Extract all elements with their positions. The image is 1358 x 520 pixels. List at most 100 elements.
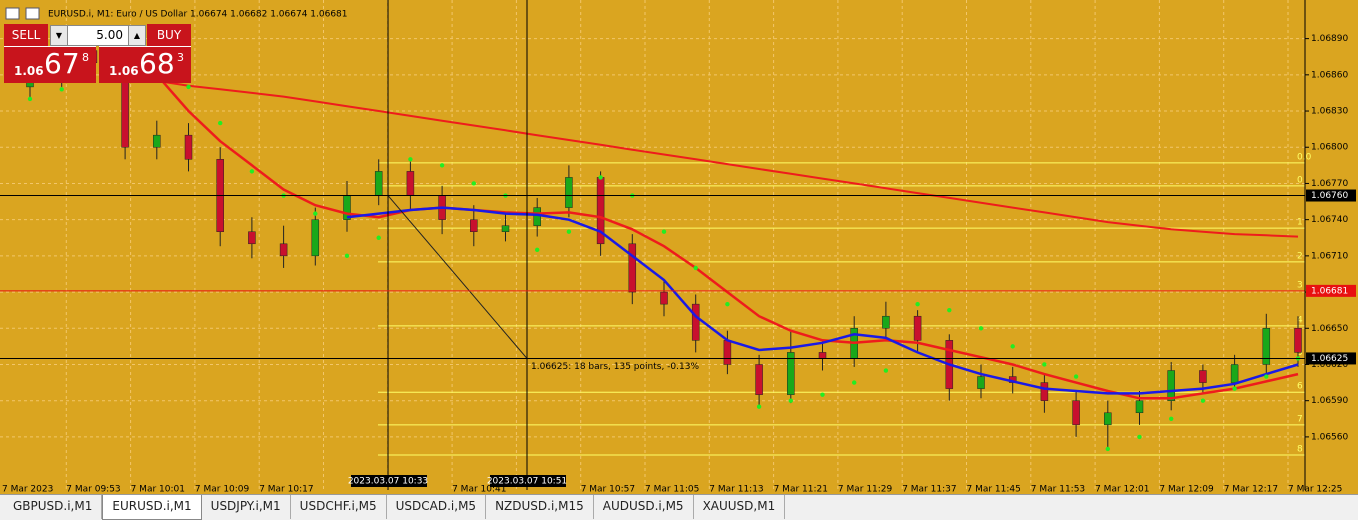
buy-button[interactable]: BUY (147, 24, 191, 46)
x-tick-label: 7 Mar 11:45 (967, 485, 1021, 495)
y-tick-label: 1.06560 (1311, 432, 1348, 442)
fib-label: 4 (1297, 315, 1303, 325)
price-big: 1.06 (14, 64, 44, 78)
y-tick-label: 1.06620 (1311, 360, 1348, 370)
candle-body (1040, 382, 1049, 401)
price-marker (1306, 284, 1356, 297)
fib-label: 6 (1297, 382, 1303, 392)
cursor-time: 2023.03.07 10:51 (487, 477, 567, 487)
x-tick-label: 7 Mar 10:01 (131, 485, 185, 495)
sar-dot (1042, 362, 1047, 367)
sar-dot (725, 301, 730, 307)
sar-dot (820, 392, 825, 397)
measure-text: 1.06625: 18 bars, 135 points, -0.13% (531, 362, 699, 372)
sar-dot (471, 181, 476, 186)
symbol-tab[interactable]: GBPUSD.i,M1 (4, 495, 103, 519)
cursor-time: 2023.03.07 10:33 (348, 477, 428, 487)
fib-label: 0 (1297, 175, 1303, 185)
candle-body (1199, 370, 1207, 383)
sell-button[interactable]: SELL (4, 24, 48, 46)
fib-label: 0.0 (1297, 152, 1312, 162)
x-tick-label: 7 Mar 12:25 (1288, 485, 1342, 495)
cursor-time-box (351, 475, 427, 487)
sar-dot (883, 368, 889, 373)
sar-dot (978, 326, 984, 331)
candle-body (691, 303, 700, 341)
y-tick-label: 1.06890 (1311, 34, 1348, 44)
symbol-tab[interactable]: USDCAD.i,M5 (387, 495, 487, 519)
sar-dot (1200, 398, 1206, 403)
volume-value[interactable]: 5.00 (96, 28, 123, 42)
fib-label: 5 (1297, 348, 1303, 358)
volume-box[interactable]: ▼ 5.00 ▲ (50, 25, 146, 46)
symbol-tab[interactable]: XAUUSD,M1 (694, 495, 786, 519)
sar-dot (439, 163, 445, 168)
buy-price[interactable]: 1.06 68 3 (99, 46, 191, 83)
candle-body (787, 352, 795, 395)
chart: 1.068901.068601.068301.068001.067701.067… (0, 0, 1358, 494)
candle-body (1294, 328, 1302, 353)
fib-label: 1 (1297, 218, 1303, 228)
sar-dot (1169, 416, 1174, 421)
price-big: 1.06 (109, 64, 139, 78)
price-marker-label: 1.06760 (1311, 191, 1348, 201)
volume-down[interactable]: ▼ (51, 26, 68, 45)
sar-dot (218, 120, 223, 126)
symbol-tab[interactable]: USDCHF.i,M5 (291, 495, 387, 519)
sar-dot (535, 247, 540, 253)
sar-dot (566, 229, 572, 234)
candle-body (311, 219, 320, 257)
x-tick-label: 7 Mar 11:29 (838, 485, 893, 495)
sar-dot (408, 157, 413, 162)
y-tick-label: 1.06830 (1311, 107, 1348, 117)
fib-label: 8 (1297, 445, 1303, 455)
symbol-tab[interactable]: NZDUSD.i,M15 (486, 495, 594, 519)
y-tick-label: 1.06770 (1311, 179, 1348, 189)
x-tick-label: 7 Mar 11:21 (774, 485, 828, 495)
symbol-tab[interactable]: AUDUSD.i,M5 (594, 495, 694, 519)
candle-body (501, 225, 510, 232)
x-tick-label: 7 Mar 11:37 (902, 485, 956, 495)
candle-body (248, 231, 256, 245)
symbol-tab[interactable]: USDJPY.i,M1 (202, 495, 291, 519)
trade-panel: SELL ▼ 5.00 ▲ BUY 1.06 67 8 1.06 68 3 (4, 24, 191, 83)
y-tick-label: 1.06740 (1311, 215, 1348, 225)
sar-dot (915, 301, 920, 307)
x-tick-label: 7 Mar 11:05 (645, 485, 699, 495)
price-point: 8 (82, 51, 89, 64)
sar-dot (249, 169, 255, 174)
candle-body (374, 171, 383, 196)
symbol-tab[interactable]: EURUSD.i,M1 (102, 495, 202, 520)
candle-body (533, 207, 541, 226)
icon (5, 7, 20, 20)
x-tick-label: 7 Mar 11:13 (709, 485, 763, 495)
measure-line (387, 195, 528, 359)
x-tick-label: 7 Mar 11:53 (1031, 485, 1085, 495)
sar-dot (661, 229, 667, 234)
sar-dot (852, 380, 857, 385)
price-marker (1306, 189, 1356, 202)
sar-dot (344, 253, 350, 259)
candle-body (913, 315, 922, 341)
x-tick-label: 7 Mar 09:53 (66, 485, 120, 495)
cursor-time-box (490, 475, 566, 487)
x-tick-label: 7 Mar 10:57 (581, 485, 635, 495)
candle-body (755, 364, 763, 395)
price-marker-label: 1.06625 (1311, 354, 1348, 364)
fast-ma (155, 73, 1299, 400)
sar-dot (1105, 446, 1111, 452)
sell-price[interactable]: 1.06 67 8 (4, 46, 96, 83)
sar-dot (1010, 344, 1015, 349)
candle-body (1135, 400, 1144, 414)
x-tick-label: 7 Mar 10:09 (195, 485, 250, 495)
sar-dot (313, 211, 318, 216)
candle-body (1262, 328, 1271, 365)
candle-body (406, 171, 415, 196)
candle-body (723, 340, 732, 365)
volume-up[interactable]: ▲ (128, 26, 145, 45)
candle-body (279, 243, 288, 257)
sar-dot (1137, 434, 1142, 440)
price-pips: 68 (139, 47, 175, 80)
x-tick-label: 7 Mar 12:01 (1095, 485, 1149, 495)
